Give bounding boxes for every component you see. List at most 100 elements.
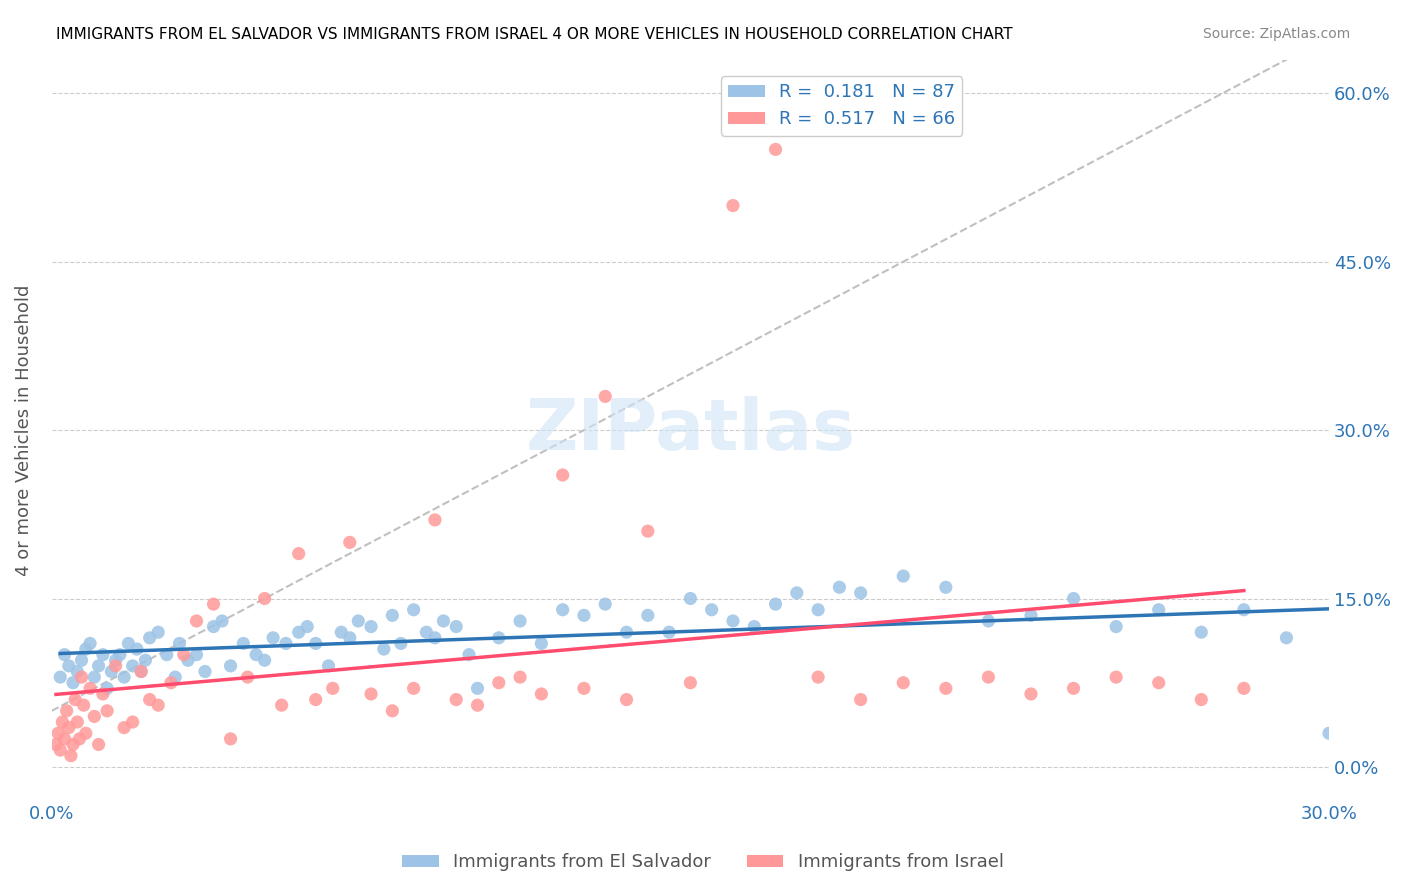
Point: [977, 670, 1000, 684]
Point: [488, 631, 510, 645]
Point: [891, 675, 914, 690]
Point: [423, 631, 446, 645]
Point: [112, 670, 135, 684]
Point: [1233, 603, 1256, 617]
Point: [1063, 591, 1085, 606]
Point: [551, 603, 574, 617]
Point: [765, 597, 787, 611]
Point: [67, 731, 90, 746]
Point: [593, 389, 616, 403]
Point: [786, 586, 808, 600]
Point: [444, 692, 467, 706]
Point: [134, 653, 156, 667]
Point: [91, 687, 114, 701]
Point: [1403, 636, 1406, 650]
Point: [742, 619, 765, 633]
Point: [62, 675, 84, 690]
Point: [807, 670, 830, 684]
Point: [807, 603, 830, 617]
Point: [616, 692, 638, 706]
Point: [70, 670, 93, 684]
Point: [467, 698, 489, 713]
Point: [87, 738, 110, 752]
Y-axis label: 4 or more Vehicles in Household: 4 or more Vehicles in Household: [15, 285, 32, 576]
Point: [402, 681, 425, 696]
Point: [177, 653, 200, 667]
Point: [96, 681, 118, 696]
Point: [125, 642, 148, 657]
Point: [1105, 670, 1128, 684]
Point: [322, 681, 344, 696]
Point: [165, 670, 187, 684]
Point: [121, 714, 143, 729]
Point: [935, 580, 957, 594]
Point: [347, 614, 370, 628]
Point: [509, 614, 531, 628]
Point: [305, 636, 328, 650]
Point: [572, 608, 595, 623]
Point: [253, 591, 276, 606]
Text: Source: ZipAtlas.com: Source: ZipAtlas.com: [1202, 27, 1350, 41]
Point: [415, 625, 437, 640]
Point: [83, 709, 105, 723]
Point: [721, 198, 744, 212]
Point: [1019, 608, 1042, 623]
Point: [467, 681, 489, 696]
Point: [91, 648, 114, 662]
Point: [169, 636, 191, 650]
Point: [202, 597, 225, 611]
Point: [1147, 675, 1170, 690]
Legend: Immigrants from El Salvador, Immigrants from Israel: Immigrants from El Salvador, Immigrants …: [395, 847, 1011, 879]
Point: [305, 692, 328, 706]
Point: [253, 653, 276, 667]
Point: [828, 580, 851, 594]
Point: [156, 648, 179, 662]
Point: [148, 698, 170, 713]
Point: [87, 659, 110, 673]
Point: [977, 614, 1000, 628]
Point: [1147, 603, 1170, 617]
Point: [49, 743, 72, 757]
Point: [129, 665, 152, 679]
Point: [219, 731, 242, 746]
Point: [138, 692, 160, 706]
Point: [679, 591, 702, 606]
Point: [59, 748, 82, 763]
Point: [339, 535, 361, 549]
Point: [849, 692, 872, 706]
Point: [96, 704, 118, 718]
Point: [186, 614, 208, 628]
Point: [108, 648, 131, 662]
Point: [58, 721, 80, 735]
Point: [194, 665, 217, 679]
Point: [402, 603, 425, 617]
Point: [287, 547, 309, 561]
Point: [58, 659, 80, 673]
Point: [62, 738, 84, 752]
Point: [66, 714, 89, 729]
Point: [117, 636, 139, 650]
Point: [1019, 687, 1042, 701]
Point: [79, 636, 101, 650]
Point: [75, 642, 97, 657]
Point: [73, 698, 96, 713]
Point: [381, 608, 404, 623]
Point: [287, 625, 309, 640]
Point: [70, 653, 93, 667]
Point: [637, 524, 659, 538]
Point: [935, 681, 957, 696]
Point: [270, 698, 292, 713]
Text: IMMIGRANTS FROM EL SALVADOR VS IMMIGRANTS FROM ISRAEL 4 OR MORE VEHICLES IN HOUS: IMMIGRANTS FROM EL SALVADOR VS IMMIGRANT…: [56, 27, 1012, 42]
Point: [274, 636, 297, 650]
Point: [75, 726, 97, 740]
Point: [765, 143, 787, 157]
Point: [330, 625, 353, 640]
Point: [173, 648, 195, 662]
Point: [616, 625, 638, 640]
Point: [79, 681, 101, 696]
Point: [83, 670, 105, 684]
Point: [318, 659, 340, 673]
Point: [458, 648, 481, 662]
Point: [211, 614, 233, 628]
Point: [138, 631, 160, 645]
